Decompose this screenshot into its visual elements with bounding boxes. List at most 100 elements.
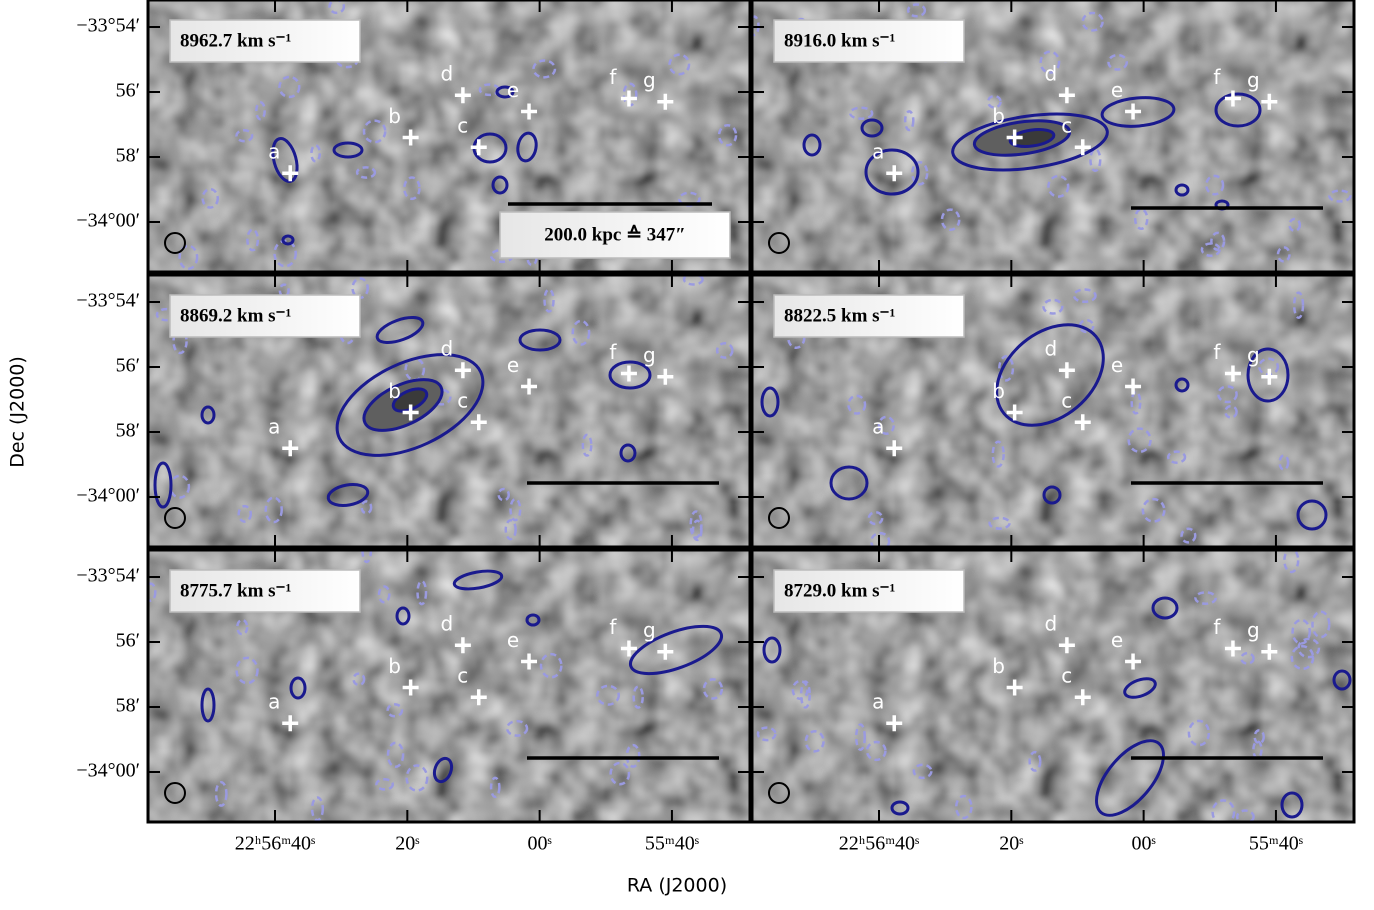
negative-contour: [998, 355, 1015, 382]
source-marker: [521, 103, 538, 120]
negative-contour: [405, 764, 429, 792]
negative-contour: [255, 101, 266, 121]
negative-contour: [532, 59, 557, 79]
title-box: [169, 294, 361, 338]
contour: [1214, 92, 1262, 128]
negative-contour: [178, 244, 199, 270]
negative-contour: [246, 228, 260, 252]
contour: [525, 613, 541, 627]
contour: [860, 118, 884, 138]
negative-contour: [954, 794, 973, 820]
negative-contour: [310, 796, 325, 822]
source-marker: [454, 637, 471, 654]
source-label: g: [1247, 343, 1260, 367]
source-label: a: [872, 690, 884, 714]
negative-contour: [1141, 497, 1166, 523]
y-tick-label: −33°54′: [76, 290, 140, 312]
contour: [495, 85, 515, 99]
negative-contour: [543, 288, 555, 313]
beam: [768, 232, 790, 254]
panel: a b c d e f g 8916.0 km s⁻¹: [750, 0, 1356, 274]
negative-contour: [1072, 288, 1097, 304]
y-tick-label: 56′: [116, 630, 140, 652]
negative-contour: [360, 500, 373, 515]
negative-contour: [609, 761, 631, 786]
source-label: e: [1111, 353, 1123, 377]
panel-title: 8729.0 km s⁻¹: [784, 580, 895, 601]
source-label: c: [457, 114, 468, 138]
negative-contour: [416, 579, 428, 606]
negative-contour: [906, 3, 927, 18]
x-tick-label: 22ʰ56ᵐ40ˢ: [235, 833, 315, 855]
source-marker: [1006, 129, 1023, 146]
negative-contour: [1205, 174, 1225, 196]
source-label: b: [992, 654, 1005, 678]
contour: [1332, 669, 1352, 691]
contour: [452, 569, 504, 591]
negative-contour: [804, 730, 825, 753]
source-marker: [657, 93, 674, 110]
source-label: g: [643, 343, 656, 367]
negative-contour: [504, 518, 517, 541]
negative-contour: [1180, 527, 1197, 544]
negative-contour: [571, 319, 591, 346]
negative-contour: [1211, 799, 1236, 822]
title-box: [773, 19, 965, 63]
negative-contour: [278, 283, 290, 298]
contour: [608, 360, 652, 390]
negative-contour: [505, 719, 529, 737]
negative-contour: [940, 208, 961, 232]
source-label: g: [1247, 618, 1260, 642]
source-marker: [1074, 139, 1091, 156]
negative-contour: [752, 15, 760, 37]
source-label: a: [268, 140, 280, 164]
negative-contour: [1253, 729, 1265, 745]
negative-contour: [865, 740, 887, 762]
source-marker: [1006, 404, 1023, 421]
negative-contour: [235, 129, 254, 143]
source-marker: [1058, 362, 1075, 379]
negative-contour: [991, 440, 1005, 468]
x-tick-label: 20ˢ: [999, 833, 1023, 855]
scale-box: [499, 211, 731, 259]
contour: [391, 387, 429, 413]
source-marker: [470, 689, 487, 706]
source-label: e: [1111, 628, 1123, 652]
contour: [890, 800, 910, 816]
contour: [995, 323, 1105, 427]
source-label: g: [1247, 68, 1260, 92]
negative-contour: [717, 123, 738, 147]
contour: [281, 234, 295, 246]
contour: [491, 175, 509, 195]
negative-contour: [1210, 231, 1226, 252]
contour: [762, 636, 782, 664]
negative-contour: [509, 497, 522, 522]
contour: [375, 316, 425, 344]
negative-contour: [1276, 246, 1291, 263]
source-marker: [657, 368, 674, 385]
panel-title: 8869.2 km s⁻¹: [180, 305, 291, 326]
negative-contour: [386, 703, 404, 718]
negative-contour: [264, 496, 283, 524]
negative-contour: [903, 110, 915, 132]
negative-contour: [1078, 318, 1095, 334]
source-label: d: [1045, 62, 1058, 86]
contour: [628, 624, 724, 676]
contour: [200, 405, 216, 425]
contour: [829, 465, 869, 501]
negative-contour: [581, 433, 593, 457]
panel-title: 8775.7 km s⁻¹: [180, 580, 291, 601]
source-label: a: [268, 415, 280, 439]
source-label: d: [1045, 612, 1058, 636]
negative-contour: [489, 776, 501, 799]
negative-contour: [1290, 644, 1315, 671]
panel-title: 8962.7 km s⁻¹: [180, 30, 291, 51]
contour: [1123, 677, 1157, 699]
source-marker: [282, 165, 299, 182]
source-marker: [470, 414, 487, 431]
panel-frame: [750, 273, 1356, 549]
source-marker: [454, 362, 471, 379]
source-label: a: [872, 140, 884, 164]
y-tick-label: 58′: [116, 145, 140, 167]
source-label: c: [1061, 664, 1072, 688]
